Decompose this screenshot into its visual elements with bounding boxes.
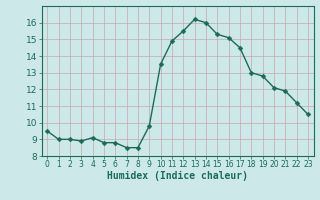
X-axis label: Humidex (Indice chaleur): Humidex (Indice chaleur) xyxy=(107,171,248,181)
